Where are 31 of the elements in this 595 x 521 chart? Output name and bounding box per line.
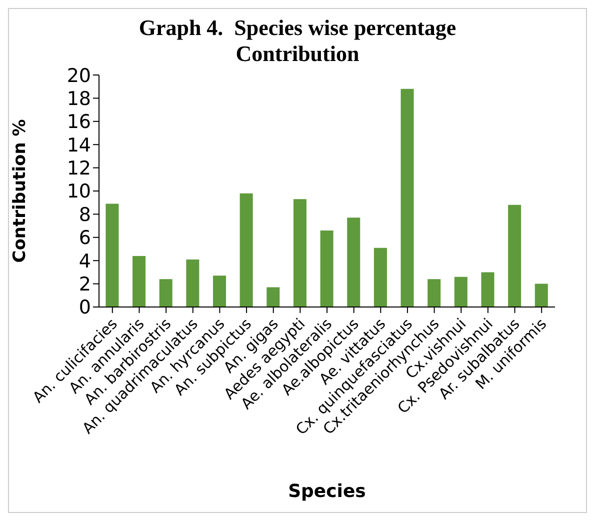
y-tick-label: 8 [78,204,91,226]
y-tick-label: 12 [66,158,91,180]
y-tick-label: 18 [66,88,91,110]
y-tick-label: 20 [66,64,91,87]
y-tick-label: 6 [78,227,91,250]
bar [159,279,172,307]
bar [320,230,334,307]
bar [481,272,494,307]
y-axis-title: Contribution % [10,119,30,263]
bar [534,284,548,307]
y-tick-label: 0 [78,296,91,319]
bar [186,259,200,307]
bar [266,287,280,307]
chart-title: Graph 4. Species wise percentage Contribution [138,15,458,67]
bar [240,193,253,307]
bar [400,88,414,307]
bar [508,204,522,307]
bar [132,256,146,307]
bar [428,279,441,307]
bar [347,218,360,307]
y-tick-label: 10 [66,180,91,203]
x-axis-title: Species [288,481,366,502]
y-tick-label: 4 [78,250,91,272]
bar [374,248,387,307]
bar [454,276,468,307]
bar [293,199,306,307]
y-tick-label: 14 [66,134,91,156]
y-tick-label: 2 [78,274,91,296]
bar [213,276,226,307]
bar [106,204,119,307]
y-tick-label: 16 [66,111,91,134]
